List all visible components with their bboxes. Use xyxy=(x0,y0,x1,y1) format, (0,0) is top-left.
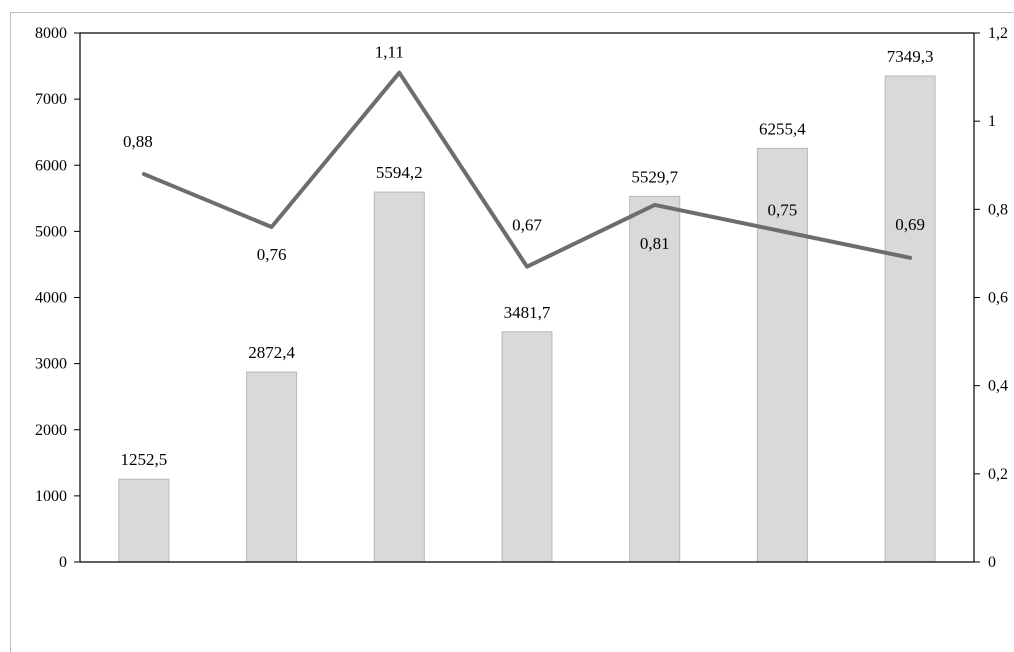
bar xyxy=(629,195,681,563)
right-tick-label: 0,2 xyxy=(988,466,1008,483)
line-value-label: 0,69 xyxy=(895,215,925,234)
bar-value-label: 3481,7 xyxy=(504,303,551,322)
left-tick-label: 3000 xyxy=(35,356,67,373)
right-tick-label: 1 xyxy=(988,113,996,130)
left-tick-label: 8000 xyxy=(35,25,67,42)
left-tick-label: 2000 xyxy=(35,422,67,439)
left-tick-label: 1000 xyxy=(35,488,67,505)
bar xyxy=(756,147,808,563)
left-tick-label: 0 xyxy=(59,554,67,571)
bar-value-label: 5529,7 xyxy=(631,167,678,186)
bar xyxy=(373,191,425,563)
chart-frame xyxy=(10,12,1014,652)
bar xyxy=(884,75,936,563)
bar xyxy=(118,478,170,563)
left-tick-label: 4000 xyxy=(35,290,67,307)
bar xyxy=(246,371,298,563)
right-tick-label: 0,8 xyxy=(988,201,1008,218)
right-tick-label: 1,2 xyxy=(988,25,1008,42)
bar-value-label: 2872,4 xyxy=(248,343,295,362)
left-tick-label: 7000 xyxy=(35,91,67,108)
line-value-label: 0,75 xyxy=(768,200,798,219)
line-value-label: 0,81 xyxy=(640,234,670,253)
bar xyxy=(501,331,553,563)
line-value-label: 1,11 xyxy=(375,43,404,62)
line-value-label: 0,76 xyxy=(257,245,287,264)
left-tick-label: 5000 xyxy=(35,223,67,240)
right-tick-label: 0 xyxy=(988,554,996,571)
line-value-label: 0,67 xyxy=(512,216,542,235)
right-tick-label: 0,6 xyxy=(988,290,1008,307)
bar-value-label: 7349,3 xyxy=(887,47,934,66)
bar-value-label: 6255,4 xyxy=(759,119,806,138)
bar-value-label: 1252,5 xyxy=(120,450,167,469)
bar-value-label: 5594,2 xyxy=(376,163,423,182)
line-value-label: 0,88 xyxy=(123,132,153,151)
left-tick-label: 6000 xyxy=(35,157,67,174)
right-tick-label: 0,4 xyxy=(988,378,1008,395)
line-series xyxy=(141,70,913,269)
